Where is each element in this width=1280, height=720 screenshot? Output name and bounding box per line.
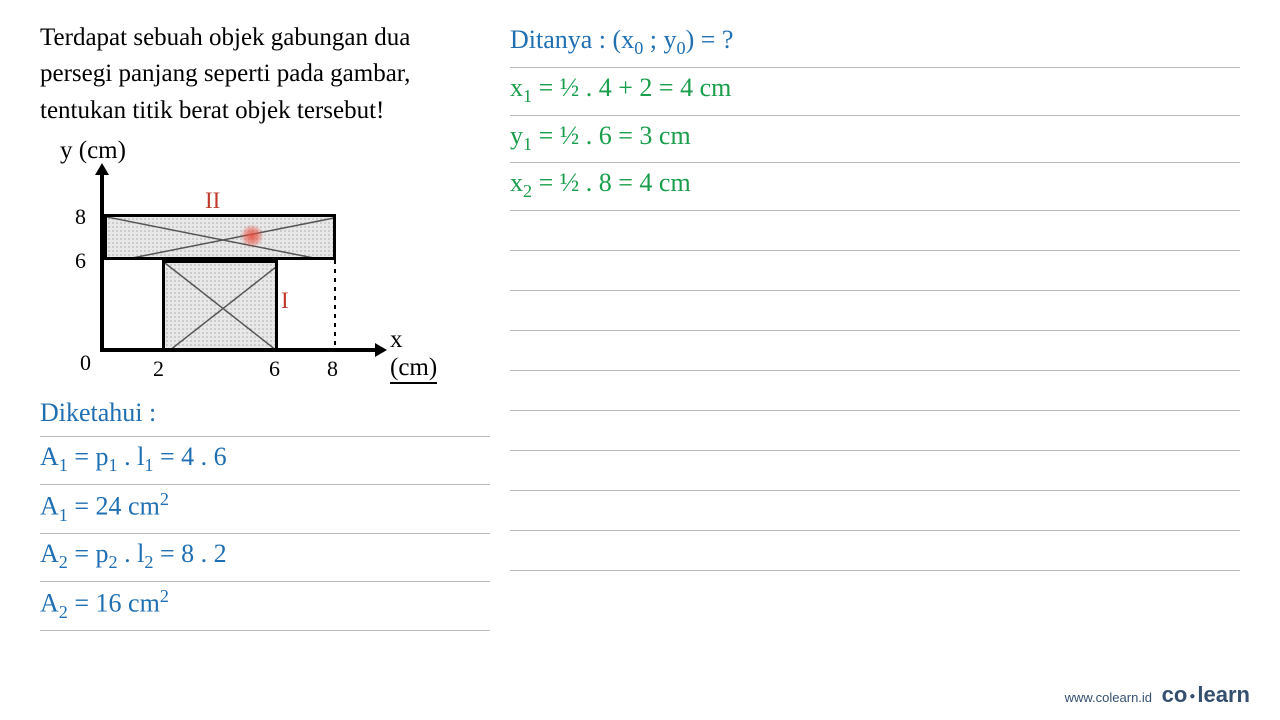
left-column: Terdapat sebuah objek gabungan dua perse… <box>0 0 500 720</box>
problem-line-1: Terdapat sebuah objek gabungan dua <box>40 24 410 51</box>
empty-rule <box>510 371 1240 411</box>
label-region-I: I <box>281 288 289 314</box>
highlight-dot <box>240 224 264 248</box>
x-tick-6: 6 <box>269 356 280 382</box>
empty-rules <box>510 211 1240 571</box>
label-region-II: II <box>205 188 220 214</box>
solution-lines: x1 = ½ . 4 + 2 = 4 cmy1 = ½ . 6 = 3 cmx2… <box>510 68 1240 211</box>
empty-rule <box>510 531 1240 571</box>
empty-rule <box>510 451 1240 491</box>
empty-rule <box>510 291 1240 331</box>
brand-part-a: co <box>1162 682 1188 707</box>
x-axis-label: x (cm) <box>390 326 437 384</box>
rectangle-II <box>104 214 336 260</box>
main-container: Terdapat sebuah objek gabungan dua perse… <box>0 0 1280 720</box>
brand-part-b: learn <box>1197 682 1250 707</box>
empty-rule <box>510 211 1240 251</box>
y-tick-6: 6 <box>75 248 86 274</box>
y-axis-arrow <box>95 163 109 175</box>
empty-rule <box>510 491 1240 531</box>
problem-line-2: persegi panjang seperti pada gambar, <box>40 60 410 87</box>
y-axis-label: y (cm) <box>60 137 490 165</box>
x-tick-2: 2 <box>153 356 164 382</box>
origin-label: 0 <box>80 350 91 376</box>
known-line: A1 = p1 . l1 = 4 . 6 <box>40 437 490 485</box>
empty-rule <box>510 411 1240 451</box>
brand-dot: ● <box>1189 691 1195 702</box>
right-column: Ditanya : (x0 ; y0) = ? x1 = ½ . 4 + 2 =… <box>500 0 1280 720</box>
known-lines: A1 = p1 . l1 = 4 . 6A1 = 24 cm2A2 = p2 .… <box>40 437 490 631</box>
known-header: Diketahui : <box>40 393 490 437</box>
footer-url: www.colearn.id <box>1065 690 1152 705</box>
rectangle-I <box>162 260 278 351</box>
known-line: A2 = 16 cm2 <box>40 582 490 631</box>
diagonals-II <box>107 217 333 257</box>
empty-rule <box>510 331 1240 371</box>
x-axis-arrow <box>375 343 387 357</box>
solution-line: y1 = ½ . 6 = 3 cm <box>510 116 1240 164</box>
solution-line: x2 = ½ . 8 = 4 cm <box>510 163 1240 211</box>
asked-line: Ditanya : (x0 ; y0) = ? <box>510 20 1240 68</box>
diagonals-I <box>165 263 275 348</box>
dotted-projection <box>334 260 336 350</box>
footer-brand: co●learn <box>1162 682 1250 707</box>
y-tick-8: 8 <box>75 204 86 230</box>
problem-line-3: tentukan titik berat objek tersebut! <box>40 97 384 124</box>
x-tick-8: 8 <box>327 356 338 382</box>
solution-line: x1 = ½ . 4 + 2 = 4 cm <box>510 68 1240 116</box>
footer: www.colearn.id co●learn <box>1065 682 1250 708</box>
known-line: A1 = 24 cm2 <box>40 485 490 534</box>
empty-rule <box>510 251 1240 291</box>
known-line: A2 = p2 . l2 = 8 . 2 <box>40 534 490 582</box>
centroid-diagram: II I 8 6 0 2 6 8 x (cm) <box>55 168 435 388</box>
problem-text: Terdapat sebuah objek gabungan dua perse… <box>40 20 490 129</box>
given-work: Diketahui : A1 = p1 . l1 = 4 . 6A1 = 24 … <box>40 393 490 631</box>
